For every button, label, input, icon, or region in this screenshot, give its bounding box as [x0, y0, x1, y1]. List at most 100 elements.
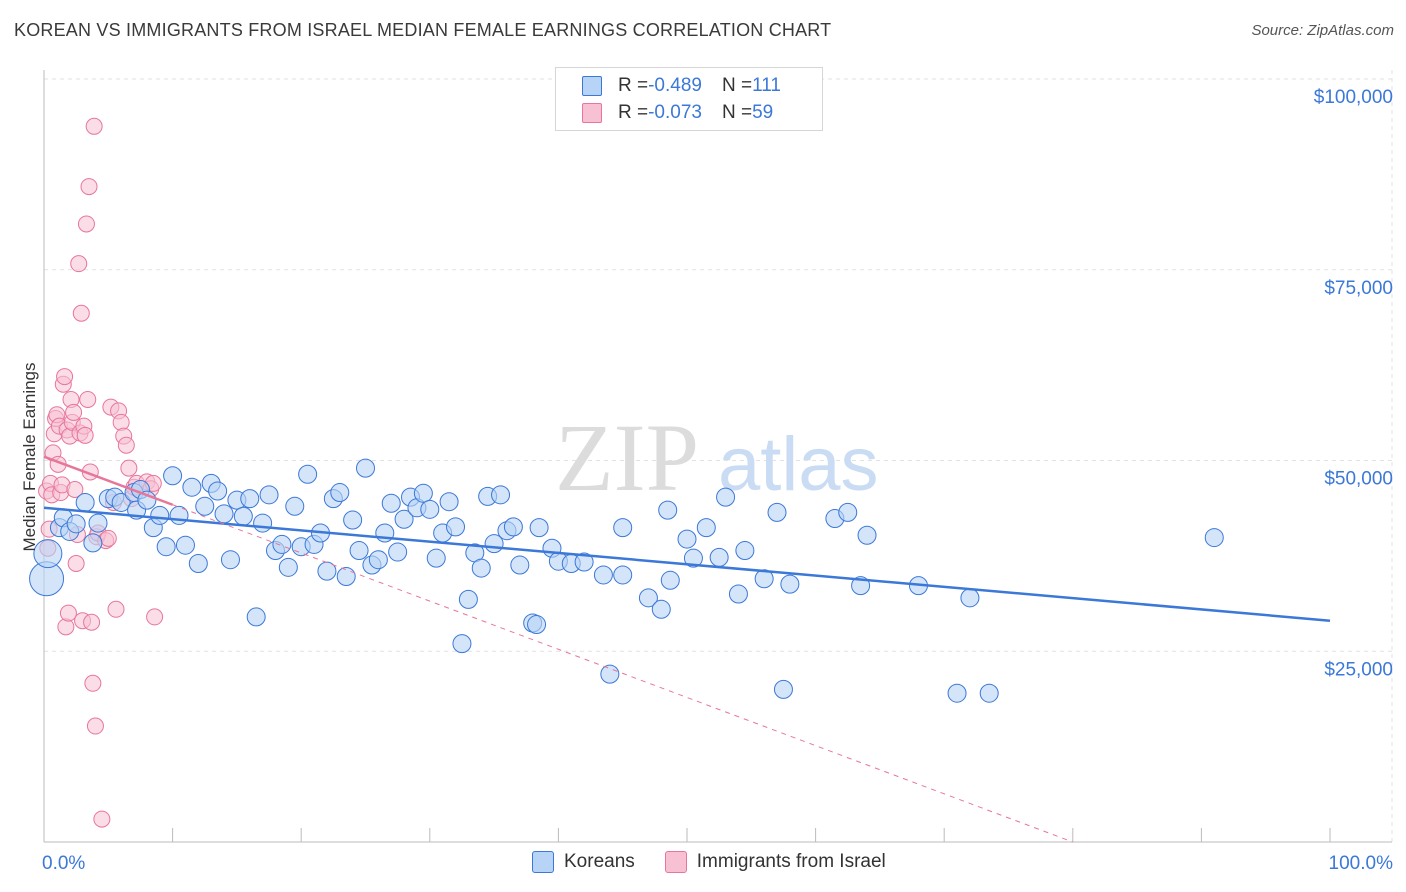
point-korean — [208, 481, 228, 501]
point-israel — [57, 618, 75, 636]
point-israel — [146, 608, 164, 626]
swatch-pink — [582, 103, 602, 123]
point-israel — [99, 529, 117, 547]
source-label: Source: ZipAtlas.com — [1251, 22, 1394, 39]
point-israel — [66, 480, 84, 498]
point-korean — [83, 533, 103, 553]
point-korean — [220, 550, 240, 570]
point-korean — [439, 492, 459, 512]
point-korean — [683, 548, 703, 568]
point-korean — [420, 499, 440, 519]
point-israel — [70, 255, 88, 273]
point-korean — [735, 541, 755, 561]
point-korean — [716, 487, 736, 507]
legend-koreans: Koreans — [532, 851, 635, 873]
x-tick-label: 100.0% — [1329, 853, 1394, 874]
point-korean — [394, 509, 414, 529]
point-israel — [65, 403, 83, 421]
point-korean — [613, 565, 633, 585]
point-korean — [960, 588, 980, 608]
r-value: -0.489 — [648, 75, 702, 96]
point-israel — [120, 459, 138, 477]
y-axis-label: Median Female Earnings — [20, 363, 39, 552]
grid-lines — [44, 70, 1393, 842]
point-israel — [67, 555, 85, 573]
point-korean — [709, 547, 729, 567]
point-korean — [88, 513, 108, 533]
point-israel — [79, 390, 97, 408]
point-israel — [85, 117, 103, 135]
point-korean — [728, 584, 748, 604]
point-korean — [660, 570, 680, 590]
point-israel — [86, 717, 104, 735]
point-israel — [117, 436, 135, 454]
point-korean — [214, 504, 234, 524]
point-israel — [76, 426, 94, 444]
legend-row-koreans: R = -0.489 N = 111 — [582, 72, 781, 100]
point-korean — [510, 555, 530, 575]
point-korean — [593, 565, 613, 585]
series-koreans — [29, 458, 1224, 703]
point-korean — [767, 502, 787, 522]
trend-line-koreans — [43, 506, 1331, 622]
point-israel — [93, 810, 111, 828]
series-immigrants-from-israel — [38, 117, 164, 828]
point-korean — [66, 514, 86, 534]
trend-line-israel — [43, 455, 174, 506]
point-korean — [388, 542, 408, 562]
watermark-atlas: atlas — [718, 422, 879, 507]
point-korean — [574, 552, 594, 572]
watermark: ZIP atlas — [555, 404, 879, 511]
point-korean — [233, 506, 253, 526]
point-korean — [298, 464, 318, 484]
point-korean — [471, 558, 491, 578]
point-korean — [696, 518, 716, 538]
point-korean — [527, 615, 547, 635]
series-legend: Koreans Immigrants from Israel — [532, 851, 916, 873]
point-israel — [112, 413, 130, 431]
point-korean — [285, 496, 305, 516]
correlation-legend: R = -0.489 N = 111 R = -0.073 N = 59 — [555, 67, 823, 131]
point-korean — [349, 541, 369, 561]
point-korean — [452, 634, 472, 654]
point-korean — [446, 517, 466, 537]
point-korean — [857, 525, 877, 545]
point-korean — [1204, 528, 1224, 548]
swatch-blue — [582, 76, 602, 96]
point-korean — [491, 485, 511, 505]
point-korean — [368, 550, 388, 570]
point-korean — [413, 483, 433, 503]
n-value: 59 — [752, 102, 774, 123]
point-israel — [72, 304, 90, 322]
point-israel — [59, 604, 77, 622]
point-korean — [259, 485, 279, 505]
point-korean — [163, 466, 183, 486]
point-korean — [111, 492, 131, 512]
n-value: 111 — [752, 75, 781, 96]
point-korean — [838, 502, 858, 522]
point-korean — [658, 500, 678, 520]
r-label: R = — [618, 102, 649, 123]
point-korean — [156, 537, 176, 557]
point-israel — [107, 600, 125, 618]
point-korean — [182, 477, 202, 497]
point-korean — [75, 492, 95, 512]
point-korean — [253, 513, 273, 533]
point-korean — [613, 518, 633, 538]
trend-lines — [43, 455, 1331, 843]
swatch-koreans — [532, 851, 554, 873]
point-korean — [773, 679, 793, 699]
point-israel — [56, 368, 74, 386]
legend-row-israel: R = -0.073 N = 59 — [582, 99, 773, 127]
n-label: N = — [721, 75, 753, 96]
trend-line-israel-extension — [172, 504, 1073, 843]
point-korean — [651, 599, 671, 619]
swatch-israel — [664, 851, 687, 873]
point-israel — [84, 674, 102, 692]
chart-title: KOREAN VS IMMIGRANTS FROM ISRAEL MEDIAN … — [14, 20, 832, 40]
point-korean — [780, 574, 800, 594]
point-korean — [278, 557, 298, 577]
tick-labels: $25,000 $50,000 $75,000 $100,000 0.0% 100.0% — [42, 87, 1393, 874]
point-korean — [246, 607, 266, 627]
